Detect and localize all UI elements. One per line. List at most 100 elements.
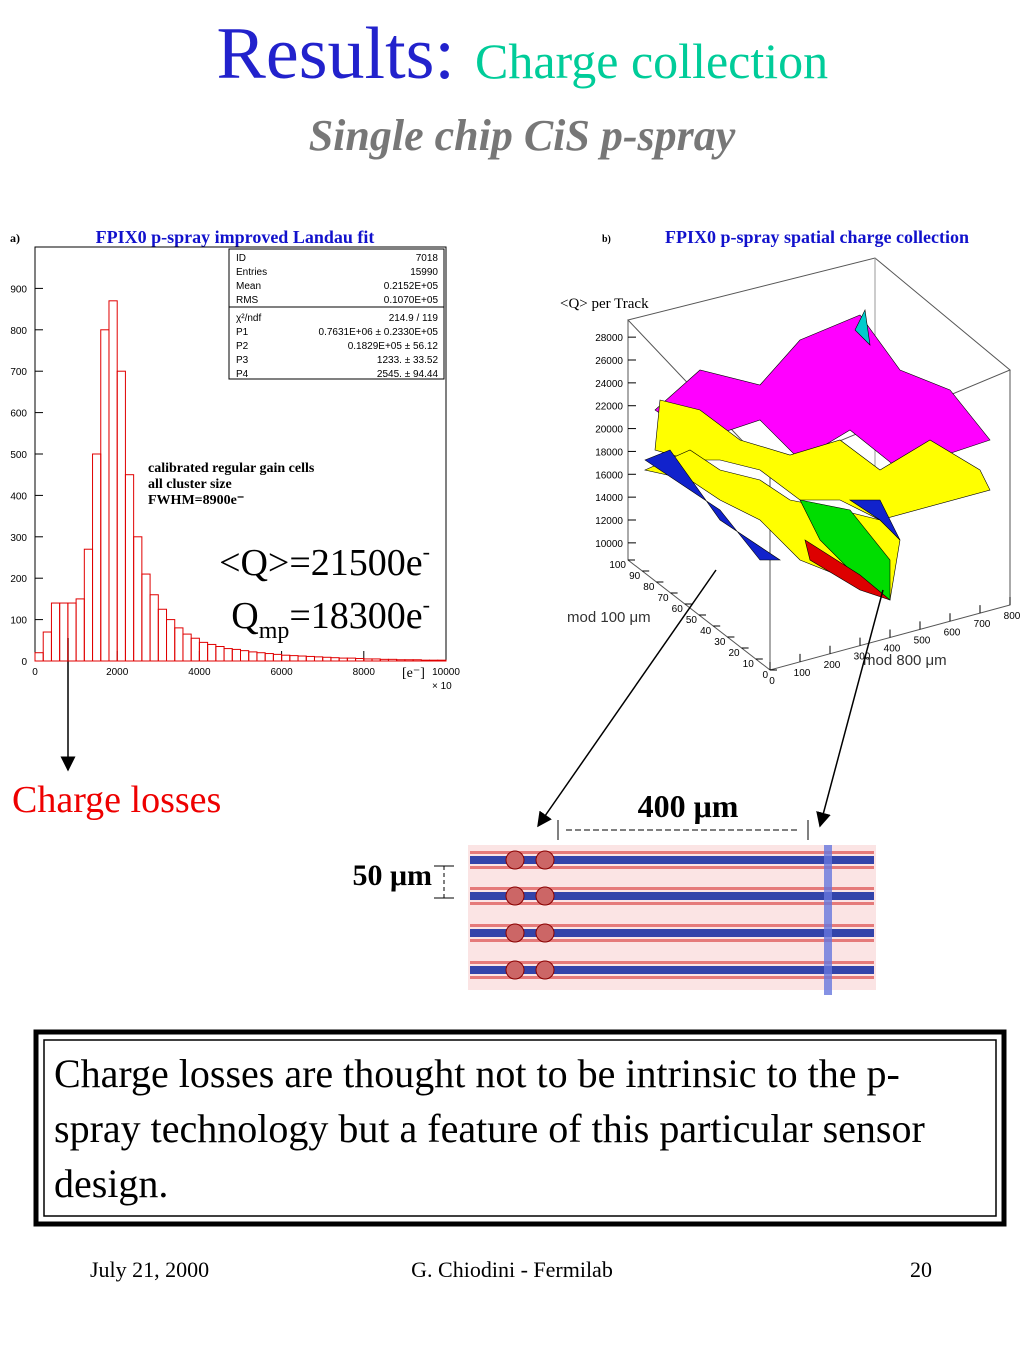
bar [387,658,398,662]
x-tick-label: 500 [914,635,931,646]
bar [330,657,340,662]
z-tick-label: 24000 [595,379,623,390]
x-scale-label: × 10 [432,681,452,692]
bar [141,573,151,662]
y-tick-label: 500 [10,450,27,461]
z-tick-label: 14000 [595,493,623,504]
y-axis-label: mod 100 μm [567,609,651,626]
bar [198,641,209,662]
annotation: calibrated regular gain cells [148,461,315,476]
annotation: all cluster size [148,477,232,492]
bar [379,658,389,662]
bar [190,637,200,662]
stats-value: 0.1070E+05 [384,295,439,306]
bar [231,648,241,662]
bar [371,658,381,662]
bar [157,608,168,662]
y-tick-label: 40 [700,626,712,637]
note-box-inner [43,1039,997,1217]
stats-value: 2545. ± 94.44 [377,369,439,380]
subtitle2: Single chip CiS p-spray [309,111,736,160]
bar [305,655,315,662]
chart-title: FPIX0 p-spray spatial charge collection [665,227,969,247]
surface [644,309,991,601]
y-tick-label: 10 [743,659,755,670]
bar [264,653,274,662]
stats-key: ID [236,253,246,264]
bar [396,659,406,662]
stats-key: Mean [236,281,261,292]
footer-date: July 21, 2000 [90,1257,209,1282]
x-tick-label: 0 [769,676,775,687]
stats-value: 15990 [410,267,438,278]
bar [207,643,217,662]
x-tick-label: 8000 [353,667,376,678]
bar [313,656,324,662]
y-tick-label: 600 [10,409,27,420]
bar [272,653,283,662]
y-tick-label: 50 [686,615,698,626]
bar [116,370,126,662]
bar [429,659,439,662]
x-tick-label: 300 [854,652,871,663]
bar [240,650,250,662]
stats-key: P1 [236,327,249,338]
y-tick-label: 300 [10,533,27,544]
arrow [537,569,717,828]
bar [346,657,357,662]
losses-label: Charge losses [12,779,221,821]
mp-text2: =18300e [289,595,422,637]
x-tick-label: 4000 [188,667,211,678]
annotation: FWHM=8900e⁻ [148,493,244,508]
sensor-layout [468,845,876,995]
bar [338,657,348,662]
chart-label: a) [10,231,20,245]
stats-value: 0.7631E+06 ± 0.2330E+05 [319,327,439,338]
bar [50,602,61,662]
bar [248,651,258,662]
footer-author: G. Chiodini - Fermilab [411,1257,613,1282]
z-axis-label: <Q> per Track [560,296,649,312]
bar [412,659,422,662]
stats-value: 0.1829E+05 ± 56.12 [348,341,439,352]
mean-sup: - [423,539,430,564]
z-tick-label: 18000 [595,447,623,458]
x-tick-label: 2000 [106,667,129,678]
stats-key: χ²/ndf [236,313,261,324]
z-tick-label: 22000 [595,402,623,413]
bar [67,602,77,662]
y-tick-label: 100 [10,616,27,627]
y-tick-label: 80 [643,582,655,593]
chart-title: FPIX0 p-spray improved Landau fit [96,227,375,247]
arrow [816,589,884,828]
note: Charge losses are thought not to be intr… [54,1051,925,1206]
bar [437,659,447,662]
x-tick-label: 100 [794,668,811,679]
bar [223,648,233,662]
stats-box [228,248,445,380]
y-tick-label: 0 [762,670,768,681]
bar [215,646,225,662]
bar [281,654,291,662]
x-tick-label: 700 [974,619,991,630]
z-tick-label: 28000 [595,333,623,344]
z-tick-label: 26000 [595,356,623,367]
bar [83,548,94,662]
bar [133,536,143,662]
dimension [434,820,809,899]
pitch-x: 400 μm [638,788,739,824]
bar [149,594,159,662]
stats-key: P4 [236,369,249,380]
bar [75,598,85,662]
bar [420,659,431,662]
y-tick-label: 30 [714,637,726,648]
x-tick-label: 200 [824,660,841,671]
pitch-y: 50 μm [353,859,433,892]
x-axis-label: [e⁻] [402,666,425,681]
bar [59,602,69,662]
bar [100,329,110,662]
y-tick-label: 20 [728,648,740,659]
title: Results: [217,13,455,95]
stats-value: 214.9 / 119 [389,313,439,324]
